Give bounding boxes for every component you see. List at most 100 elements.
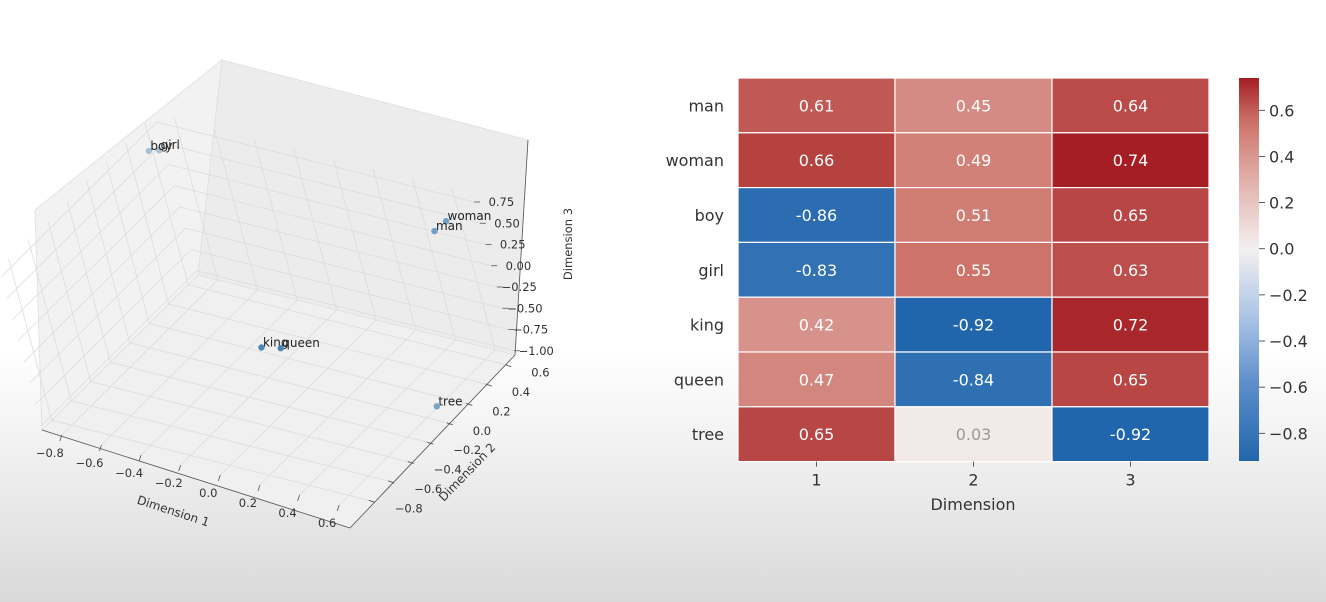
grid-line-x-floor [61, 279, 219, 436]
y-tick-label: −0.6 [414, 482, 442, 496]
y-tick-label: 0.4 [512, 385, 530, 399]
colorbar-tick-label: 0.4 [1269, 147, 1294, 166]
x-tick-mark [138, 454, 142, 462]
scatter-3d-plot: −0.8−0.6−0.4−0.20.00.20.40.6−0.8−0.6−0.4… [0, 58, 575, 530]
grid-line-y-floor [129, 342, 447, 424]
x-tick-mark [257, 484, 261, 492]
colorbar-tick-label: −0.4 [1269, 332, 1308, 351]
grid-line-z-back [157, 121, 475, 203]
colorbar-tick-label: 0.2 [1269, 194, 1294, 213]
col-label-2: 2 [968, 471, 978, 490]
heatmap-column-labels: 1 2 3 [811, 461, 1136, 490]
cell-boy-3 [1051, 187, 1210, 244]
x-tick-mark [297, 494, 300, 502]
cell-king-2 [894, 296, 1053, 353]
x-tick-label: 0.0 [199, 486, 217, 500]
cell-king-3 [1051, 296, 1210, 353]
colorbar-tick-label: −0.8 [1269, 424, 1308, 443]
cell-queen-1 [737, 351, 896, 408]
cell-label-woman-3: 0.74 [1113, 151, 1149, 170]
grid-line-y-side [66, 200, 111, 363]
colorbar-tick-label: 0.6 [1269, 101, 1294, 120]
cell-tree-3 [1051, 406, 1210, 463]
cell-label-queen-3: 0.65 [1113, 370, 1149, 389]
point-label-tree: tree [438, 394, 462, 408]
x-tick-label: −0.4 [115, 466, 143, 480]
row-label-girl: girl [698, 261, 724, 280]
point-boy [145, 147, 153, 155]
z-tick-label: 0.75 [489, 195, 515, 209]
cell-label-queen-2: -0.84 [953, 370, 994, 389]
row-label-queen: queen [674, 370, 724, 389]
cell-label-man-1: 0.61 [799, 96, 835, 115]
grid-line-y-side [105, 161, 150, 324]
z-tick-label: −1.00 [519, 344, 554, 358]
point-girl [155, 147, 163, 154]
y-tick-label: −0.8 [395, 501, 423, 515]
point-label-girl: girl [161, 138, 180, 152]
grid-line-z-back [191, 249, 509, 330]
grid-line-x-back [293, 148, 338, 311]
grid-line-z-back [179, 206, 497, 288]
grid-line-y-side [144, 123, 189, 285]
cell-label-girl-2: 0.55 [956, 261, 992, 280]
colorbar-gradient [1239, 78, 1259, 461]
cell-man-3 [1051, 77, 1210, 134]
cell-label-woman-1: 0.66 [799, 151, 835, 170]
x-axis-line [41, 429, 351, 529]
grid-line-y-side [8, 258, 53, 421]
y-tick-label: −0.4 [434, 463, 462, 477]
cell-king-1 [737, 296, 896, 353]
y-axis-line [349, 354, 516, 529]
heatmap: 0.61 0.45 0.640.66 0.49 0.74-0.86 0.51 0.65-0.… [666, 77, 1308, 514]
y-tick-mark [368, 499, 375, 503]
point-queen [277, 344, 284, 352]
grid-line-y-floor [149, 323, 467, 404]
cell-man-2 [894, 77, 1053, 134]
cell-woman-2 [894, 132, 1053, 189]
x-tick-label: −0.8 [36, 446, 64, 460]
y-tick-label: 0.2 [492, 404, 510, 418]
grid-line-x-floor [299, 339, 456, 496]
cell-boy-2 [894, 187, 1053, 244]
grid-line-x-floor [338, 349, 496, 506]
grid-line-y-floor [110, 361, 428, 443]
grid-line-x-floor [220, 319, 377, 476]
cell-label-woman-2: 0.49 [956, 151, 992, 170]
x-tick-label: −0.6 [75, 456, 103, 470]
grid-line-x-back [332, 158, 377, 321]
grid-line-x-back [412, 178, 456, 341]
cell-label-boy-1: -0.86 [796, 206, 837, 225]
cell-man-1 [737, 77, 896, 134]
cell-label-king-1: 0.42 [799, 316, 835, 335]
axis-lines [41, 139, 529, 529]
cell-label-girl-3: 0.63 [1113, 261, 1149, 280]
grid-line-x-back [213, 128, 258, 291]
grid-line-x-floor [259, 329, 417, 486]
z-tick-label: 0.50 [494, 216, 520, 230]
col-label-3: 3 [1125, 471, 1135, 490]
cell-label-man-3: 0.64 [1113, 96, 1149, 115]
y-tick-mark [427, 441, 434, 445]
point-king [258, 344, 265, 351]
cell-label-boy-3: 0.65 [1113, 206, 1149, 225]
cell-label-queen-1: 0.47 [799, 370, 835, 389]
cell-tree-1 [737, 406, 896, 463]
grid-line-y-floor [90, 381, 408, 462]
point-label-woman: woman [448, 209, 492, 223]
point-label-queen: queen [282, 336, 320, 350]
row-label-tree: tree [692, 425, 724, 444]
grid-line-y-side [86, 181, 131, 343]
grid-line-x-floor [101, 289, 258, 446]
colorbar-tick-label: 0.0 [1269, 240, 1294, 259]
colorbar: 0.6 0.4 0.2 0.0 −0.2 −0.4 −0.6 −0.8 [1239, 78, 1308, 461]
cell-label-tree-1: 0.65 [799, 425, 835, 444]
grid-line-z-side [34, 249, 192, 405]
point-woman [442, 217, 450, 225]
grid-line-y-floor [188, 284, 506, 366]
grid-line-y-side [125, 142, 170, 305]
y-tick-mark [446, 422, 453, 426]
z-axis-label: Dimension 3 [561, 208, 575, 280]
grid-line-x-back [451, 188, 496, 351]
